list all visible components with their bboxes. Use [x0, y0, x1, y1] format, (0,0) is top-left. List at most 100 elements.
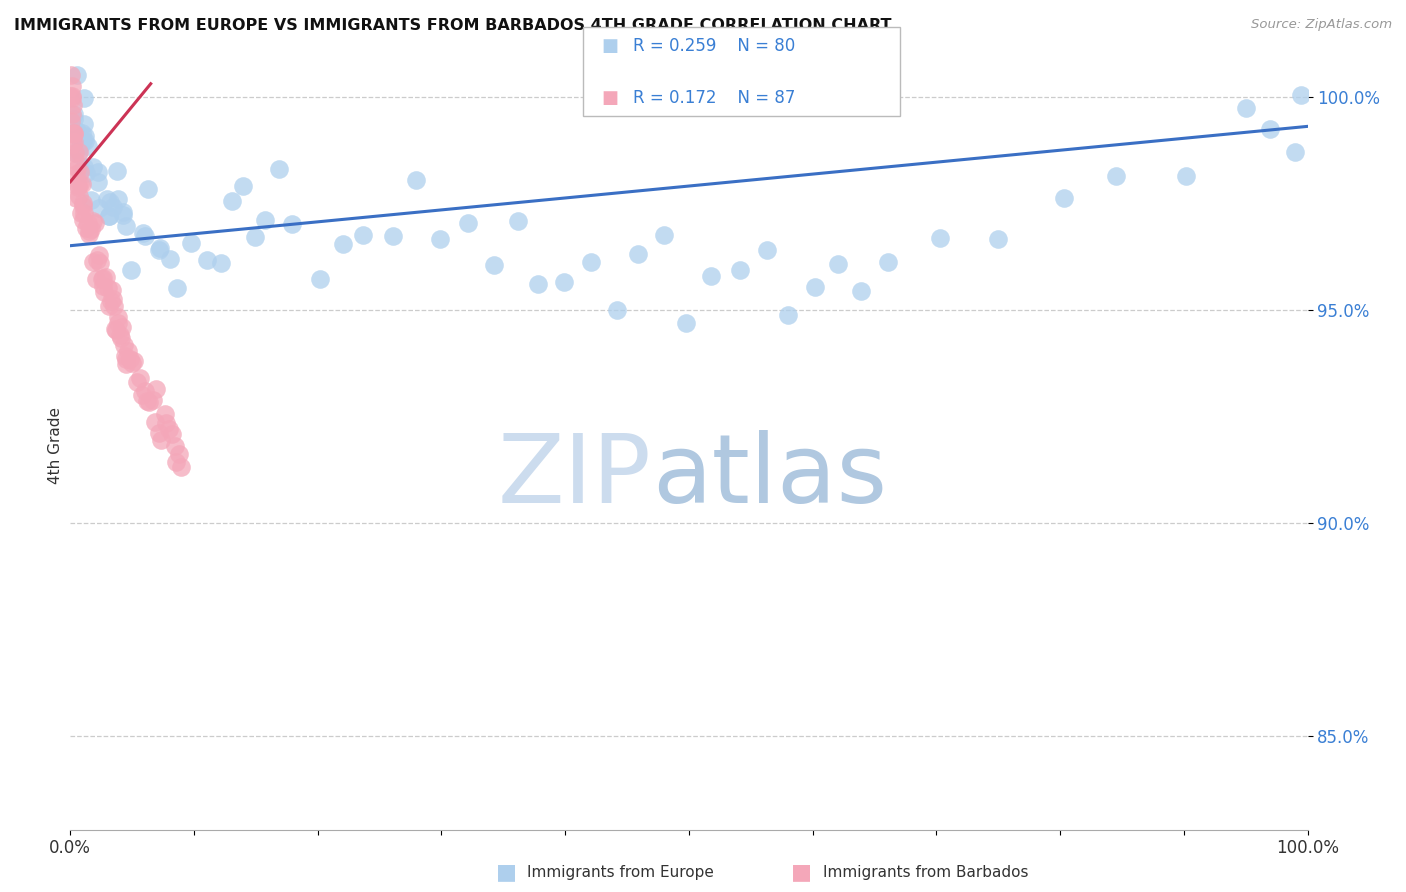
- Point: [77, 227, 100, 241]
- Point: [160, 426, 183, 441]
- Point: [150, 434, 173, 448]
- Point: [97, 209, 120, 223]
- Point: [730, 263, 752, 277]
- Point: [148, 426, 170, 441]
- Point: [136, 182, 159, 196]
- Point: [163, 439, 186, 453]
- Point: [103, 299, 125, 313]
- Point: [87, 175, 110, 189]
- Point: [352, 228, 374, 243]
- Point: [804, 279, 827, 293]
- Point: [100, 294, 122, 309]
- Point: [155, 416, 177, 430]
- Point: [101, 292, 124, 306]
- Text: ■: ■: [602, 37, 619, 55]
- Point: [652, 227, 675, 242]
- Point: [87, 248, 110, 262]
- Point: [67, 145, 90, 160]
- Point: [66, 124, 89, 138]
- Point: [1174, 169, 1197, 183]
- Point: [75, 134, 97, 148]
- Point: [67, 180, 90, 194]
- Point: [82, 254, 104, 268]
- Point: [129, 370, 152, 384]
- Point: [82, 160, 104, 174]
- Point: [699, 268, 721, 283]
- Point: [136, 393, 159, 408]
- Point: [89, 256, 111, 270]
- Point: [62, 127, 84, 141]
- Point: [105, 164, 128, 178]
- Point: [115, 219, 138, 233]
- Point: [157, 422, 180, 436]
- Point: [876, 254, 898, 268]
- Point: [60, 68, 83, 82]
- Point: [153, 407, 176, 421]
- Point: [60, 107, 83, 121]
- Point: [332, 236, 354, 251]
- Point: [120, 351, 142, 366]
- Point: [1234, 101, 1257, 115]
- Point: [73, 91, 96, 105]
- Point: [195, 252, 218, 267]
- Point: [1258, 122, 1281, 136]
- Point: [66, 178, 89, 192]
- Point: [72, 199, 94, 213]
- Point: [527, 277, 550, 291]
- Point: [69, 165, 91, 179]
- Point: [98, 194, 121, 209]
- Point: [82, 214, 104, 228]
- Point: [405, 173, 427, 187]
- Text: Source: ZipAtlas.com: Source: ZipAtlas.com: [1251, 18, 1392, 31]
- Point: [69, 178, 91, 192]
- Point: [120, 262, 142, 277]
- Point: [553, 276, 575, 290]
- Point: [115, 352, 138, 367]
- Point: [121, 356, 143, 370]
- Y-axis label: 4th Grade: 4th Grade: [48, 408, 63, 484]
- Text: ZIP: ZIP: [498, 430, 652, 524]
- Point: [72, 134, 94, 148]
- Point: [429, 231, 451, 245]
- Point: [180, 235, 202, 250]
- Point: [131, 387, 153, 401]
- Point: [73, 206, 96, 220]
- Point: [457, 216, 479, 230]
- Point: [108, 328, 131, 343]
- Point: [62, 112, 84, 126]
- Point: [97, 281, 120, 295]
- Point: [65, 145, 87, 160]
- Point: [91, 279, 114, 293]
- Point: [112, 205, 135, 219]
- Point: [70, 206, 93, 220]
- Point: [115, 357, 138, 371]
- Point: [159, 252, 181, 267]
- Point: [107, 316, 129, 330]
- Point: [148, 243, 170, 257]
- Point: [75, 128, 97, 143]
- Point: [67, 188, 90, 202]
- Point: [776, 308, 799, 322]
- Point: [579, 255, 602, 269]
- Point: [827, 257, 849, 271]
- Point: [104, 322, 127, 336]
- Point: [1291, 88, 1313, 103]
- Point: [381, 229, 404, 244]
- Point: [482, 258, 505, 272]
- Point: [145, 383, 167, 397]
- Point: [91, 271, 114, 285]
- Point: [72, 196, 94, 211]
- Point: [134, 228, 156, 243]
- Point: [675, 316, 697, 330]
- Point: [101, 283, 124, 297]
- Point: [165, 455, 187, 469]
- Point: [96, 270, 118, 285]
- Point: [70, 127, 93, 141]
- Point: [166, 280, 188, 294]
- Point: [66, 68, 89, 82]
- Point: [80, 221, 103, 235]
- Point: [63, 107, 86, 121]
- Point: [79, 224, 101, 238]
- Point: [63, 135, 86, 149]
- Point: [104, 322, 127, 336]
